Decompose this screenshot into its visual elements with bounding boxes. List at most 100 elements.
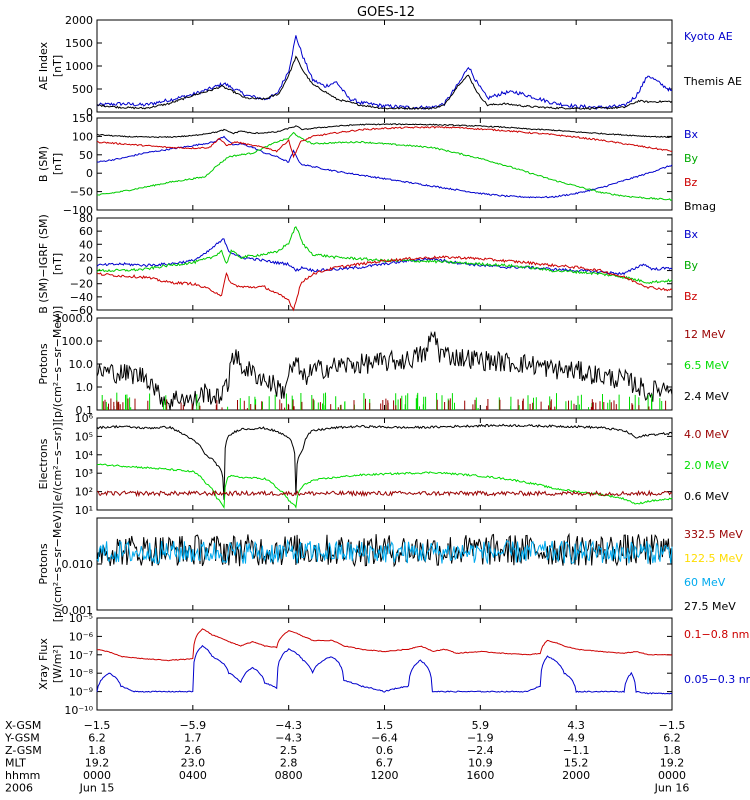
ephemeris-value: −4.3 [275, 732, 302, 745]
ephemeris-value: 2.5 [280, 744, 298, 757]
ephemeris-value: 6.2 [88, 732, 106, 745]
ephemeris-row-label: Y-GSM [4, 732, 40, 745]
series-bz [96, 255, 673, 312]
ephemeris-value: 0000 [83, 769, 111, 782]
legend-entry: 122.5 MeV [684, 552, 743, 565]
ephemeris-value: 6.2 [663, 732, 681, 745]
ephemeris-value: −1.9 [467, 732, 494, 745]
y-tick-label: 0.010 [62, 558, 94, 571]
ephemeris-value: 0800 [275, 769, 303, 782]
y-tick-label: 10⁴ [75, 449, 94, 462]
y-tick-label: 10⁻⁹ [69, 686, 93, 699]
y-axis-label: [nT] [51, 253, 64, 275]
ephemeris-row-label: Z-GSM [5, 744, 42, 757]
panel-frame [96, 417, 673, 511]
y-axis-label: Electrons [37, 438, 50, 489]
ephemeris-value: 4.3 [567, 719, 585, 732]
series-kyoto-ae [96, 35, 673, 110]
y-tick-label: 10⁻⁵ [69, 612, 93, 625]
y-tick-label: 80 [79, 212, 93, 225]
ephemeris-value: 0400 [179, 769, 207, 782]
ephemeris-value: 19.2 [660, 757, 685, 770]
legend-entry: 2.0 MeV [684, 459, 729, 472]
ephemeris-row-label: X-GSM [5, 719, 41, 732]
y-axis-label: [p/(cm²−s−sr−MeV)] [51, 306, 64, 422]
y-axis-label: Protons [37, 343, 50, 384]
panel-frame [96, 617, 673, 711]
ephemeris-value: 1.8 [88, 744, 106, 757]
ephemeris-value: 15.2 [564, 757, 589, 770]
ephemeris-value: −5.9 [179, 719, 206, 732]
ephemeris-value: 1.8 [663, 744, 681, 757]
y-tick-label: 1.0 [76, 381, 94, 394]
legend-entry: Bx [684, 128, 699, 141]
figure-title: GOES-12 [357, 5, 415, 20]
legend-entry: Bz [684, 290, 698, 303]
y-tick-label: 10⁻⁸ [69, 667, 94, 680]
y-tick-label: 0.1 [76, 404, 94, 417]
panel-4: 0.1 1.0 10.0 100.0 1000.0 Protons [p/(cm²−s−sr… [37, 306, 729, 422]
panel-1: 0 500 1000 1500 2000 AE Index [nT] Kyoto AE Them… [37, 14, 742, 119]
y-tick-label: −50 [70, 186, 93, 199]
y-tick-label: 10⁻⁶ [69, 630, 94, 643]
y-tick-label: 10¹ [75, 504, 93, 517]
series-4-0-mev [96, 489, 673, 498]
legend-entry: 27.5 MeV [684, 600, 736, 613]
ephemeris-value: 0.6 [376, 744, 394, 757]
legend-entry: 0.6 MeV [684, 490, 729, 503]
ephemeris-value: 19.2 [85, 757, 110, 770]
ephemeris-value: 10.9 [468, 757, 493, 770]
legend-entry: Bz [684, 176, 698, 189]
y-tick-label: 100.0 [62, 335, 94, 348]
ephemeris-row-label: 2006 [5, 782, 33, 795]
series-by [96, 226, 673, 285]
ephemeris-row-label: MLT [5, 757, 26, 770]
ephemeris-value: 1600 [466, 769, 494, 782]
legend-entry: 4.0 MeV [684, 428, 729, 441]
series-bmag [96, 123, 673, 139]
y-tick-label: 1000 [65, 60, 93, 73]
y-tick-label: 2000 [65, 14, 93, 27]
y-tick-label: 10⁻¹⁰ [64, 704, 93, 717]
panel-frame [96, 19, 673, 113]
legend-entry: 332.5 MeV [684, 528, 743, 541]
series-bz [96, 126, 673, 159]
y-tick-label: 60 [79, 225, 93, 238]
series-bx [96, 135, 673, 199]
ephemeris-value: 23.0 [181, 757, 206, 770]
legend-entry: Bx [684, 228, 699, 241]
series-themis-ae [96, 55, 673, 110]
legend-entry: Bmag [684, 200, 716, 213]
series-bx [96, 238, 673, 276]
y-axis-label: [nT] [51, 153, 64, 175]
legend-entry: Themis AE [683, 75, 742, 88]
y-tick-label: 10² [75, 486, 93, 499]
series-0-6-mev [96, 423, 673, 500]
y-tick-label: 0 [86, 106, 93, 119]
y-tick-label: −40 [70, 291, 93, 304]
ephemeris-row-label: hhmm [5, 769, 40, 782]
series-by [96, 131, 673, 201]
x-axis-ephemeris-table: X-GSM −1.5 −5.9 −4.3 1.5 5.9 4.3 −1.5Y-GSM 6.2 1.… [4, 719, 689, 795]
ephemeris-value: −1.5 [659, 719, 686, 732]
y-tick-label: 10⁵ [75, 430, 93, 443]
y-tick-label: 50 [79, 149, 93, 162]
y-tick-label: 10³ [75, 467, 93, 480]
legend-entry: Kyoto AE [684, 30, 733, 43]
ephemeris-value: 1.5 [376, 719, 394, 732]
ephemeris-value: 1.7 [184, 732, 202, 745]
series-2-0-mev [96, 463, 673, 510]
series-12-mev [102, 398, 667, 410]
ephemeris-value: Jun 15 [79, 782, 115, 795]
y-tick-label: −60 [70, 304, 93, 317]
y-tick-label: 100 [72, 130, 93, 143]
ephemeris-value: −6.4 [371, 732, 398, 745]
y-tick-label: 10⁻⁷ [69, 649, 93, 662]
ephemeris-value: 1200 [371, 769, 399, 782]
ephemeris-value: 6.7 [376, 757, 394, 770]
legend-entry: By [684, 152, 699, 165]
y-tick-label: 0 [86, 167, 93, 180]
